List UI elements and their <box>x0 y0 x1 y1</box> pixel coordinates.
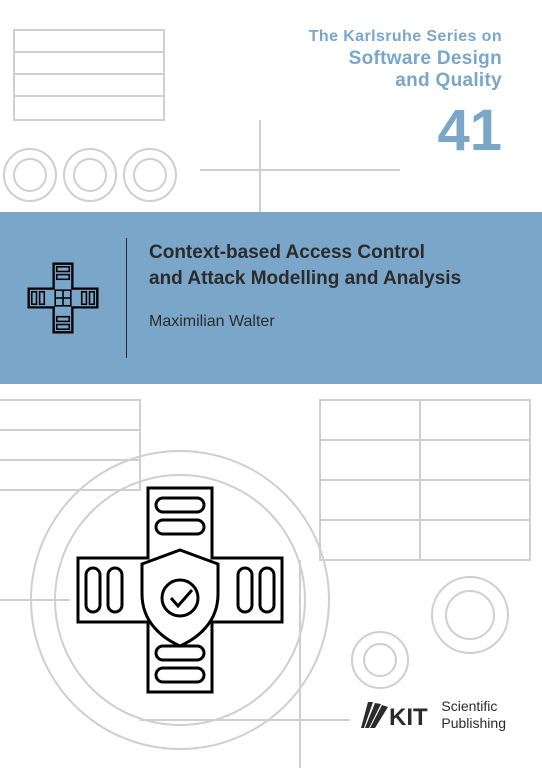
title-band: Context-based Access Control and Attack … <box>0 212 542 384</box>
component-cross-icon <box>24 259 102 337</box>
publisher-block: KIT Scientific Publishing <box>359 698 506 732</box>
publisher-line1: Scientific <box>441 698 497 714</box>
series-line1: The Karlsruhe Series on <box>309 28 502 46</box>
main-figure <box>70 480 290 700</box>
series-header: The Karlsruhe Series on Software Design … <box>309 28 502 160</box>
book-title: Context-based Access Control and Attack … <box>149 240 461 291</box>
kit-logo-text: KIT <box>389 704 428 731</box>
book-title-line2: and Attack Modelling and Analysis <box>149 268 461 289</box>
book-author: Maximilian Walter <box>149 313 461 331</box>
publisher-line2: Publishing <box>441 715 506 731</box>
band-icon-slot <box>0 212 126 384</box>
kit-logo-icon: KIT <box>359 698 431 732</box>
publisher-text: Scientific Publishing <box>441 698 506 732</box>
book-title-line1: Context-based Access Control <box>149 242 425 263</box>
series-line3: and Quality <box>309 70 502 92</box>
series-line2: Software Design <box>309 48 502 70</box>
band-text: Context-based Access Control and Attack … <box>127 212 481 384</box>
series-volume-number: 41 <box>309 102 502 160</box>
component-shield-icon <box>70 480 290 700</box>
